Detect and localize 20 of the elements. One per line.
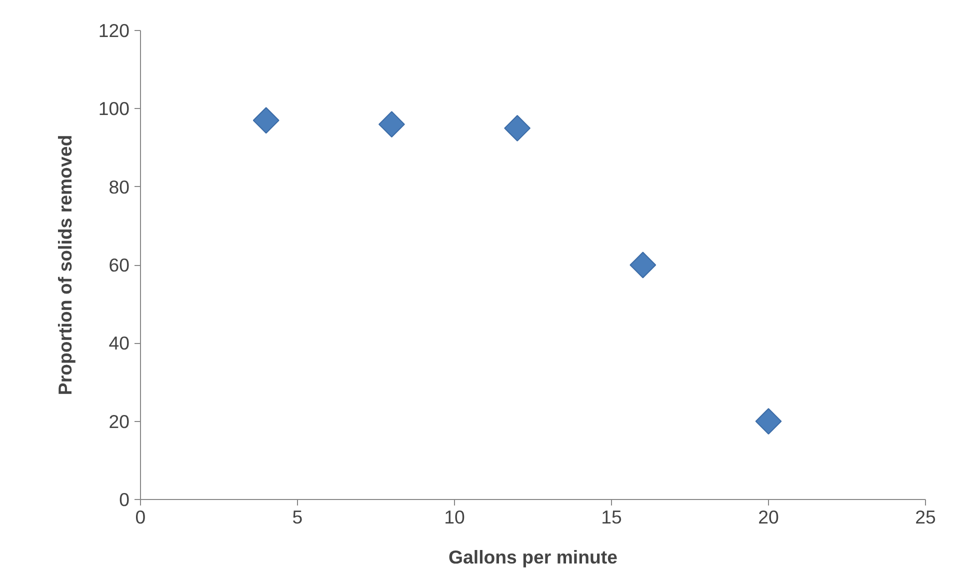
point: [755, 408, 782, 435]
y-tick-label: 100: [98, 98, 130, 120]
point: [504, 114, 531, 142]
y-tick-label: 60: [108, 254, 130, 276]
x-tick-label: 0: [135, 506, 146, 528]
y-tick-label: 20: [108, 410, 130, 432]
y-tick-label: 80: [108, 176, 130, 198]
x-tick-label: 15: [601, 506, 622, 528]
point: [252, 107, 280, 134]
x-tick-label: 25: [915, 506, 936, 528]
y-axis-title: Proportion of solids removed: [54, 134, 76, 396]
y-tick-label: 0: [119, 489, 130, 510]
x-axis-title: Gallons per minute: [448, 546, 618, 568]
point: [378, 111, 405, 138]
y-tick-label: 120: [98, 20, 130, 41]
x-tick-label: 10: [444, 506, 465, 528]
point: [630, 252, 656, 278]
x-tick-label: 5: [292, 506, 303, 528]
x-tick-label: 20: [758, 506, 779, 528]
y-tick-label: 40: [108, 332, 130, 354]
